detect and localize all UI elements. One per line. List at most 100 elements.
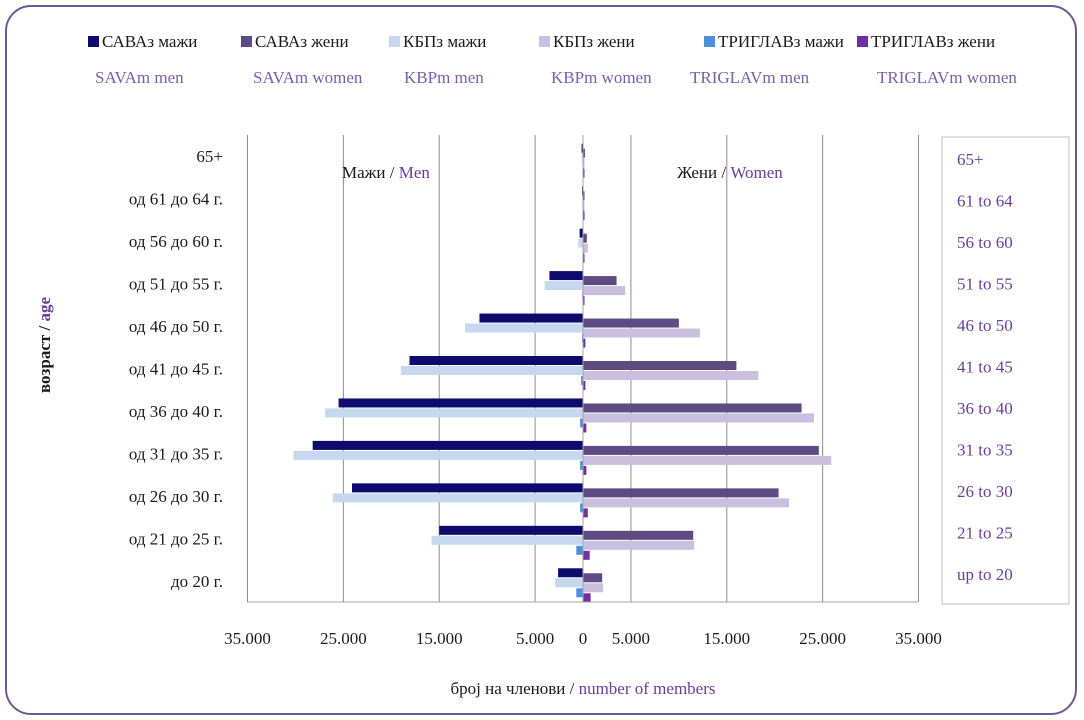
legend-label-triglavm-men: ТРИГЛАВз мажи: [718, 32, 844, 51]
x-tick-label: 5.000: [612, 629, 650, 648]
english-age-label: 56 to 60: [957, 233, 1013, 252]
bar-triglavm-men-9: [576, 545, 583, 555]
legend-swatch-kbpm-women: [539, 36, 550, 47]
bar-kbpm-men-3: [544, 281, 583, 291]
bar-savam-men-9: [439, 525, 583, 535]
bar-savam-women-10: [583, 573, 603, 583]
english-age-label: 41 to 45: [957, 358, 1013, 377]
bar-triglavm-men-6: [580, 418, 583, 428]
bar-kbpm-men-6: [325, 408, 583, 418]
bar-triglavm-men-10: [576, 588, 583, 598]
bar-kbpm-women-7: [583, 455, 832, 465]
bar-triglavm-women-1: [583, 211, 585, 221]
bar-savam-men-8: [351, 483, 583, 493]
legend: САВАз мажи SAVAm men САВАз жени SAVAm women…: [88, 32, 1017, 87]
x-tick-label: 35.000: [895, 629, 942, 648]
english-age-label: 51 to 55: [957, 275, 1013, 294]
bar-savam-women-4: [583, 318, 679, 328]
bar-kbpm-women-2: [583, 243, 588, 253]
bar-triglavm-women-4: [583, 338, 586, 348]
bar-savam-women-8: [583, 488, 779, 498]
bar-kbpm-women-0: [583, 158, 585, 168]
y-tick-labels: 65+ од 61 до 64 г. од 56 до 60 г. од 51 до …: [129, 147, 223, 591]
y-tick-label: од 61 до 64 г.: [129, 190, 223, 209]
x-tick-label: 25.000: [320, 629, 367, 648]
x-tick-label: 15.000: [703, 629, 750, 648]
bar-savam-men-2: [579, 228, 583, 238]
legend-label-triglavm-women: ТРИГЛАВз жени: [871, 32, 995, 51]
english-age-label: up to 20: [957, 565, 1013, 584]
bar-triglavm-women-2: [583, 253, 585, 263]
english-age-label: 21 to 25: [957, 524, 1013, 543]
english-age-box: [941, 136, 1070, 605]
english-age-label: 36 to 40: [957, 399, 1013, 418]
x-tick-label: 0: [579, 629, 588, 648]
bar-triglavm-men-5: [581, 376, 583, 385]
y-tick-label: од 21 до 25 г.: [129, 529, 223, 548]
bar-savam-women-5: [583, 361, 737, 370]
legend-label-kbpm-women: КБПз жени: [553, 32, 635, 51]
legend-swatch-triglavm-men: [704, 36, 715, 47]
x-tick-label: 15.000: [416, 629, 463, 648]
x-tick-label: 5.000: [516, 629, 554, 648]
bar-triglavm-men-7: [580, 460, 583, 470]
bar-kbpm-women-4: [583, 328, 700, 338]
y-tick-label: од 46 до 50 г.: [129, 317, 223, 336]
x-tick-labels: 35.000 25.000 15.000 5.000 0 5.000 15.000 25.00…: [224, 629, 942, 648]
bar-triglavm-women-9: [583, 550, 590, 560]
bar-triglavm-women-3: [583, 296, 585, 306]
bar-triglavm-women-7: [583, 465, 587, 475]
women-side-label: Жени / Women: [677, 163, 783, 182]
y-tick-label: од 56 до 60 г.: [129, 232, 223, 251]
bar-kbpm-men-7: [293, 450, 583, 460]
y-tick-label: до 20 г.: [171, 572, 223, 591]
bar-savam-women-6: [583, 403, 802, 413]
bar-kbpm-women-1: [583, 201, 585, 211]
bar-savam-men-10: [558, 568, 583, 578]
y-tick-label: од 26 до 30 г.: [129, 487, 223, 506]
bar-kbpm-men-8: [332, 493, 583, 503]
legend-swatch-savam-women: [241, 36, 252, 47]
legend-label-en-kbpm-women: KBPm women: [551, 68, 652, 87]
legend-label-savam-women: САВАз жени: [255, 32, 349, 51]
y-tick-label: од 31 до 35 г.: [129, 444, 223, 463]
english-age-label: 31 to 35: [957, 441, 1013, 460]
english-age-labels: 65+ 61 to 64 56 to 60 51 to 55 46 to 50 41 to…: [957, 150, 1013, 584]
bar-savam-women-7: [583, 445, 819, 455]
y-tick-label: 65+: [196, 147, 223, 166]
bar-triglavm-men-8: [580, 503, 583, 513]
english-age-label: 61 to 64: [957, 192, 1013, 211]
bar-kbpm-men-9: [431, 535, 583, 545]
bar-kbpm-men-2: [578, 238, 583, 248]
english-age-label: 46 to 50: [957, 316, 1013, 335]
bar-savam-women-1: [583, 191, 585, 201]
bar-savam-men-7: [312, 440, 583, 450]
bar-savam-women-2: [583, 233, 587, 243]
bar-triglavm-women-5: [583, 381, 586, 390]
y-tick-label: од 51 до 55 г.: [129, 275, 223, 294]
legend-swatch-savam-men: [88, 36, 99, 47]
y-tick-label: од 36 до 40 г.: [129, 402, 223, 421]
bar-savam-men-3: [549, 271, 583, 281]
bar-kbpm-men-10: [555, 578, 583, 588]
bar-savam-women-0: [583, 148, 585, 158]
bar-kbpm-women-6: [583, 413, 815, 423]
bar-triglavm-women-0: [583, 168, 585, 178]
bar-kbpm-women-5: [583, 371, 759, 380]
bar-kbpm-women-10: [583, 583, 604, 593]
bar-savam-men-6: [338, 398, 583, 408]
legend-label-en-savam-women: SAVAm women: [253, 68, 363, 87]
legend-label-en-savam-men: SAVAm men: [95, 68, 184, 87]
legend-swatch-triglavm-women: [857, 36, 868, 47]
bar-kbpm-men-4: [465, 323, 583, 333]
legend-label-en-triglavm-women: TRIGLAVm women: [877, 68, 1017, 87]
men-side-label: Мажи / Men: [342, 163, 430, 182]
bar-savam-women-3: [583, 276, 617, 286]
legend-swatch-kbpm-men: [389, 36, 400, 47]
bar-kbpm-women-9: [583, 540, 695, 550]
bar-kbpm-women-3: [583, 286, 626, 296]
bar-savam-men-0: [581, 143, 584, 153]
x-tick-label: 35.000: [224, 629, 271, 648]
y-axis-title: возраст / age: [35, 297, 54, 393]
bar-triglavm-women-10: [583, 593, 591, 603]
